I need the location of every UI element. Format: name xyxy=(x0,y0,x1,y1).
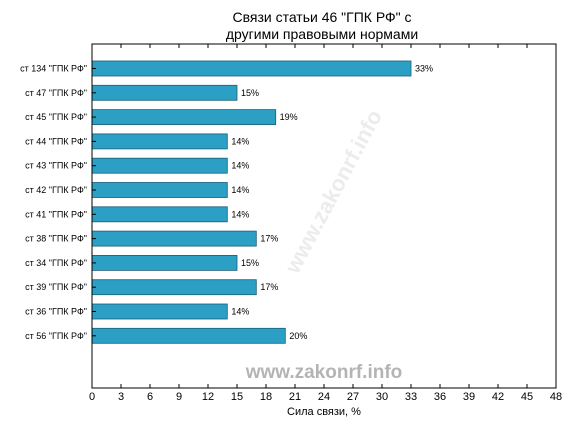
bar-5 xyxy=(91,157,228,174)
data-label-4: 14% xyxy=(231,136,249,146)
x-tick-label-16: 48 xyxy=(550,391,562,403)
bar-11 xyxy=(91,303,228,320)
x-tick-label-2: 6 xyxy=(147,391,153,403)
x-tick-label-14: 42 xyxy=(492,391,504,403)
data-label-3: 19% xyxy=(280,112,298,122)
category-label-5: ст 43 "ГПК РФ" xyxy=(25,161,87,171)
category-label-1: ст 134 "ГПК РФ" xyxy=(20,64,87,74)
x-tick-label-4: 12 xyxy=(202,391,214,403)
watermark-diagonal: www.zakonrf.info xyxy=(279,106,387,279)
x-tick-label-1: 3 xyxy=(118,391,124,403)
category-labels: ст 134 "ГПК РФ" ст 47 "ГПК РФ" ст 45 "ГПК … xyxy=(20,64,96,341)
x-axis-label: Сила связи, % xyxy=(287,406,361,418)
chart-title: Связи статьи 46 "ГПК РФ" с другими право… xyxy=(226,9,418,42)
x-tick-label-6: 18 xyxy=(260,391,272,403)
category-label-9: ст 34 "ГПК РФ" xyxy=(25,258,87,268)
category-label-4: ст 44 "ГПК РФ" xyxy=(25,136,87,146)
data-label-10: 17% xyxy=(260,282,278,292)
data-label-1: 33% xyxy=(415,64,433,74)
watermark: www.zakonrf.info xyxy=(245,362,403,383)
x-tick-label-12: 36 xyxy=(434,391,446,403)
category-label-6: ст 42 "ГПК РФ" xyxy=(25,185,87,195)
x-tick-label-11: 33 xyxy=(405,391,417,403)
data-label-12: 20% xyxy=(289,331,307,341)
bar-6 xyxy=(91,182,228,198)
data-label-8: 17% xyxy=(260,234,278,244)
x-tick-label-9: 27 xyxy=(347,391,359,403)
data-label-7: 14% xyxy=(231,209,249,219)
data-label-9: 15% xyxy=(241,258,259,268)
category-label-12: ст 56 "ГПК РФ" xyxy=(25,331,87,341)
bar-10 xyxy=(91,279,257,296)
bar-7 xyxy=(91,206,228,223)
bar-12 xyxy=(91,327,286,344)
category-label-8: ст 38 "ГПК РФ" xyxy=(25,234,87,244)
chart-title-line-2: другими правовыми нормами xyxy=(226,26,418,42)
data-label-2: 15% xyxy=(241,88,259,98)
data-labels: 33% 15% 19% 14% 14% 14% 14% 17% 15% 17% 14% 20% xyxy=(231,64,433,341)
x-tick-label-10: 30 xyxy=(376,391,388,403)
data-label-5: 14% xyxy=(231,161,249,171)
x-tick-label-15: 45 xyxy=(521,391,533,403)
bar-2 xyxy=(91,84,238,101)
data-label-11: 14% xyxy=(231,307,249,317)
bar-4 xyxy=(91,133,228,150)
category-label-3: ст 45 "ГПК РФ" xyxy=(25,112,87,122)
x-tick-label-13: 39 xyxy=(463,391,475,403)
x-tick-label-5: 15 xyxy=(231,391,243,403)
bar-8 xyxy=(91,230,257,247)
category-label-10: ст 39 "ГПК РФ" xyxy=(25,282,87,292)
data-label-6: 14% xyxy=(231,185,249,195)
bars-layer xyxy=(91,60,412,344)
x-tick-label-8: 24 xyxy=(318,391,330,403)
category-label-2: ст 47 "ГПК РФ" xyxy=(25,88,87,98)
x-tick-label-7: 21 xyxy=(289,391,301,403)
x-tick-label-3: 9 xyxy=(176,391,182,403)
bar-9 xyxy=(91,254,238,271)
category-label-7: ст 41 "ГПК РФ" xyxy=(25,209,87,219)
chart-title-line-1: Связи статьи 46 "ГПК РФ" с xyxy=(232,9,411,25)
x-tick-label-0: 0 xyxy=(89,391,95,403)
category-label-11: ст 36 "ГПК РФ" xyxy=(25,307,87,317)
bar-3 xyxy=(91,109,277,125)
x-axis: 0 3 6 9 12 15 18 21 24 27 30 33 36 39 42 45 48 xyxy=(89,44,562,403)
bar-1 xyxy=(91,60,412,77)
